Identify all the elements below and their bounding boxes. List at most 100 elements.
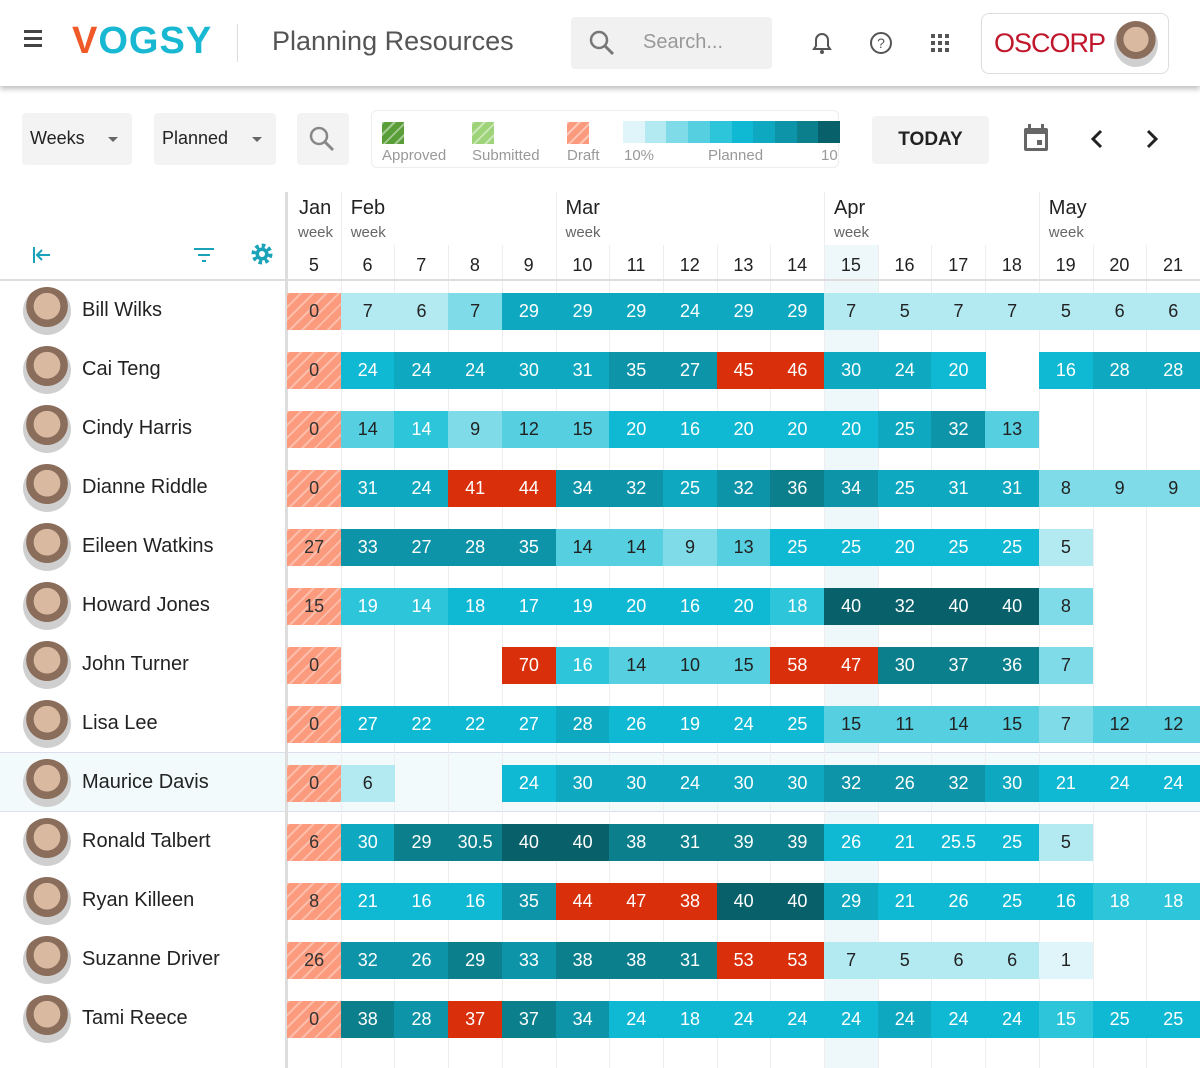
allocation-cell[interactable]: 29: [394, 823, 449, 861]
allocation-cell[interactable]: 30: [824, 351, 879, 389]
person-name[interactable]: Ryan Killeen: [82, 888, 195, 911]
person-name[interactable]: Howard Jones: [82, 593, 210, 616]
allocation-cell[interactable]: 31: [985, 469, 1040, 507]
allocation-cell[interactable]: 18: [662, 1000, 718, 1038]
allocation-cell[interactable]: 32: [609, 469, 664, 507]
allocation-cell[interactable]: 30: [555, 764, 610, 802]
allocation-cell[interactable]: 53: [716, 941, 771, 979]
allocation-cell[interactable]: 0: [287, 351, 342, 389]
allocation-cell[interactable]: 24: [394, 469, 449, 507]
allocation-cell[interactable]: 26: [824, 823, 879, 861]
allocation-cell[interactable]: 30: [716, 764, 771, 802]
allocation-cell[interactable]: 7: [1038, 705, 1093, 743]
allocation-cell[interactable]: 28: [555, 705, 610, 743]
allocation-cell[interactable]: 16: [394, 882, 449, 920]
allocation-cell[interactable]: 5: [1038, 528, 1093, 566]
allocation-cell[interactable]: 35: [501, 528, 556, 566]
person-name[interactable]: Bill Wilks: [82, 298, 162, 321]
allocation-cell[interactable]: 25: [824, 528, 879, 566]
allocation-cell[interactable]: 70: [501, 646, 556, 684]
allocation-cell[interactable]: 7: [448, 292, 503, 330]
allocation-cell[interactable]: 30.5: [448, 823, 503, 861]
allocation-cell[interactable]: 24: [662, 292, 718, 330]
allocation-cell[interactable]: 41: [448, 469, 503, 507]
allocation-cell[interactable]: 0: [287, 764, 342, 802]
allocation-cell[interactable]: 26: [931, 882, 986, 920]
allocation-cell[interactable]: 17: [501, 587, 556, 625]
allocation-cell[interactable]: 40: [824, 587, 879, 625]
allocation-cell[interactable]: 0: [287, 469, 342, 507]
allocation-cell[interactable]: 20: [770, 410, 825, 448]
allocation-cell[interactable]: 38: [662, 882, 718, 920]
week-number-9[interactable]: 9: [523, 255, 534, 275]
allocation-cell[interactable]: 29: [555, 292, 610, 330]
allocation-cell[interactable]: 7: [340, 292, 395, 330]
allocation-cell[interactable]: 30: [877, 646, 932, 684]
allocation-cell[interactable]: 27: [287, 528, 342, 566]
person-name[interactable]: Cindy Harris: [82, 416, 193, 439]
hamburger-menu-icon[interactable]: [24, 30, 42, 51]
allocation-cell[interactable]: 26: [877, 764, 932, 802]
week-number-6[interactable]: 6: [362, 255, 373, 275]
allocation-cell[interactable]: 24: [1146, 764, 1200, 802]
allocation-cell[interactable]: 28: [394, 1000, 449, 1038]
allocation-cell[interactable]: 46: [770, 351, 825, 389]
person-name[interactable]: Cai Teng: [82, 357, 161, 380]
allocation-cell[interactable]: 27: [662, 351, 718, 389]
allocation-cell[interactable]: 40: [501, 823, 556, 861]
allocation-cell[interactable]: 15: [716, 646, 771, 684]
allocation-cell[interactable]: 13: [985, 410, 1040, 448]
allocation-cell[interactable]: 24: [1092, 764, 1147, 802]
allocation-cell[interactable]: 0: [287, 292, 342, 330]
person-name[interactable]: Lisa Lee: [82, 711, 158, 734]
next-icon[interactable]: [1145, 129, 1159, 149]
allocation-cell[interactable]: 31: [340, 469, 395, 507]
allocation-cell[interactable]: 33: [501, 941, 556, 979]
allocation-cell[interactable]: 31: [662, 941, 718, 979]
allocation-cell[interactable]: 10: [662, 646, 718, 684]
allocation-cell[interactable]: 6: [287, 823, 342, 861]
allocation-cell[interactable]: 40: [716, 882, 771, 920]
mode-dropdown[interactable]: Planned: [154, 113, 276, 165]
allocation-cell[interactable]: 40: [555, 823, 610, 861]
allocation-cell[interactable]: 47: [824, 646, 879, 684]
allocation-cell[interactable]: 21: [1038, 764, 1093, 802]
week-number-11[interactable]: 11: [626, 255, 646, 275]
allocation-cell[interactable]: 28: [1146, 351, 1200, 389]
allocation-cell[interactable]: 37: [931, 646, 986, 684]
allocation-cell[interactable]: 5: [877, 292, 932, 330]
allocation-cell[interactable]: 21: [877, 882, 932, 920]
allocation-cell[interactable]: 9: [662, 528, 718, 566]
settings-gear-icon[interactable]: [250, 242, 274, 266]
allocation-cell[interactable]: 25: [662, 469, 718, 507]
allocation-cell[interactable]: 12: [1092, 705, 1147, 743]
person-name[interactable]: Ronald Talbert: [82, 829, 211, 852]
allocation-cell[interactable]: 16: [555, 646, 610, 684]
week-number-10[interactable]: 10: [572, 255, 593, 275]
week-number-21[interactable]: 21: [1163, 255, 1184, 275]
allocation-cell[interactable]: 24: [448, 351, 503, 389]
allocation-cell[interactable]: 22: [448, 705, 503, 743]
apps-grid-icon[interactable]: [931, 34, 949, 52]
allocation-cell[interactable]: 14: [609, 646, 664, 684]
person-name[interactable]: Suzanne Driver: [82, 947, 220, 970]
allocation-cell[interactable]: 16: [1038, 882, 1093, 920]
allocation-cell[interactable]: 27: [501, 705, 556, 743]
allocation-cell[interactable]: 44: [501, 469, 556, 507]
week-number-12[interactable]: 12: [679, 255, 700, 275]
allocation-cell[interactable]: 7: [824, 941, 879, 979]
week-number-7[interactable]: 7: [416, 255, 427, 275]
allocation-cell[interactable]: 20: [931, 351, 986, 389]
allocation-cell[interactable]: 20: [716, 587, 771, 625]
allocation-cell[interactable]: 6: [1092, 292, 1147, 330]
allocation-cell[interactable]: 14: [555, 528, 610, 566]
allocation-cell[interactable]: 6: [394, 292, 449, 330]
week-number-15[interactable]: 15: [840, 255, 861, 275]
allocation-cell[interactable]: 53: [770, 941, 825, 979]
allocation-cell[interactable]: 0: [287, 410, 342, 448]
allocation-cell[interactable]: 33: [340, 528, 395, 566]
person-name[interactable]: John Turner: [82, 652, 189, 675]
allocation-cell[interactable]: 25: [931, 528, 986, 566]
allocation-cell[interactable]: 21: [340, 882, 395, 920]
allocation-cell[interactable]: 9: [448, 410, 503, 448]
